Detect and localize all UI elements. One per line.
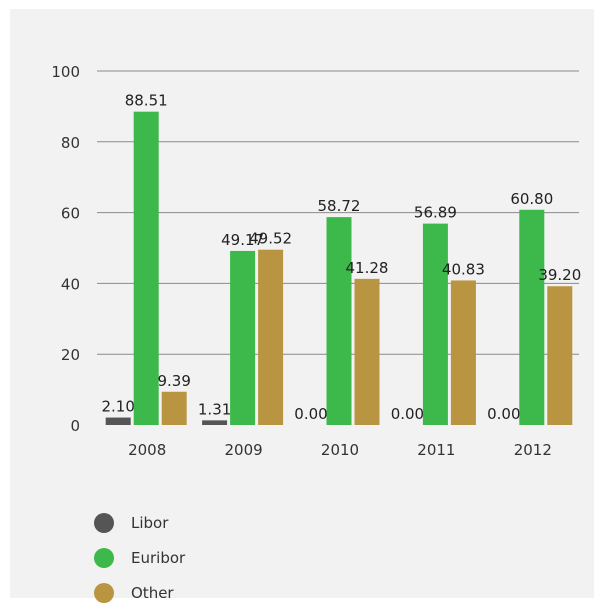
data-label: 56.89 — [414, 204, 457, 222]
y-tick-label: 80 — [61, 134, 80, 152]
legend-item-libor: Libor — [94, 505, 185, 540]
bar-euribor-2008 — [133, 111, 159, 426]
data-label: 1.31 — [198, 400, 231, 418]
data-label: 0.00 — [487, 405, 520, 423]
bar-euribor-2009 — [230, 250, 256, 425]
data-label: 0.00 — [391, 405, 424, 423]
legend: Libor Euribor Other — [94, 505, 185, 610]
x-tick-label: 2008 — [128, 441, 166, 459]
legend-swatch-other — [94, 582, 114, 603]
data-label: 60.80 — [510, 190, 553, 208]
y-tick-label: 60 — [61, 205, 80, 223]
bar-other-2012 — [547, 286, 573, 425]
bar-euribor-2010 — [326, 217, 352, 425]
bar-libor-2008 — [105, 417, 131, 425]
x-tick-label: 2010 — [321, 441, 359, 459]
bar-other-2010 — [354, 278, 380, 425]
data-label: 0.00 — [294, 405, 327, 423]
data-label: 39.20 — [538, 266, 581, 284]
legend-label-libor: Libor — [131, 513, 169, 532]
x-tick-label: 2012 — [514, 441, 552, 459]
data-label: 49.17 — [221, 231, 264, 249]
legend-item-euribor: Euribor — [94, 540, 185, 575]
bar-chart: 0 20 40 60 80 100 2.10 88.51 9.39 2008 1.31 49.1749… — [51, 63, 581, 459]
bar-other-2008 — [161, 391, 187, 425]
x-tick-label: 2011 — [417, 441, 455, 459]
y-tick-label: 0 — [70, 417, 80, 435]
data-label: 9.39 — [157, 372, 190, 390]
y-tick-label: 20 — [61, 346, 80, 364]
legend-item-other: Other — [94, 575, 185, 610]
bar-euribor-2011 — [422, 223, 448, 425]
chart-panel: 0 20 40 60 80 100 2.10 88.51 9.39 2008 1.31 49.17 49… — [10, 9, 594, 603]
data-label: 58.72 — [318, 197, 361, 215]
data-label: 88.51 — [125, 92, 168, 110]
y-tick-label: 100 — [51, 63, 80, 81]
bar-other-2011 — [450, 280, 476, 425]
legend-label-other: Other — [131, 583, 174, 602]
data-label: 2.10 — [101, 398, 134, 416]
data-label: 40.83 — [442, 260, 485, 278]
y-tick-label: 40 — [61, 275, 80, 293]
data-label: 41.28 — [346, 259, 389, 277]
data-label: 49.52 — [249, 230, 292, 248]
bar-other-2009 — [258, 249, 284, 425]
x-tick-label: 2009 — [225, 441, 263, 459]
legend-swatch-euribor — [94, 547, 114, 568]
legend-swatch-libor — [94, 512, 114, 533]
bar-libor-2009 — [202, 420, 228, 425]
legend-label-euribor: Euribor — [131, 548, 186, 567]
bar-euribor-2012 — [519, 209, 545, 425]
